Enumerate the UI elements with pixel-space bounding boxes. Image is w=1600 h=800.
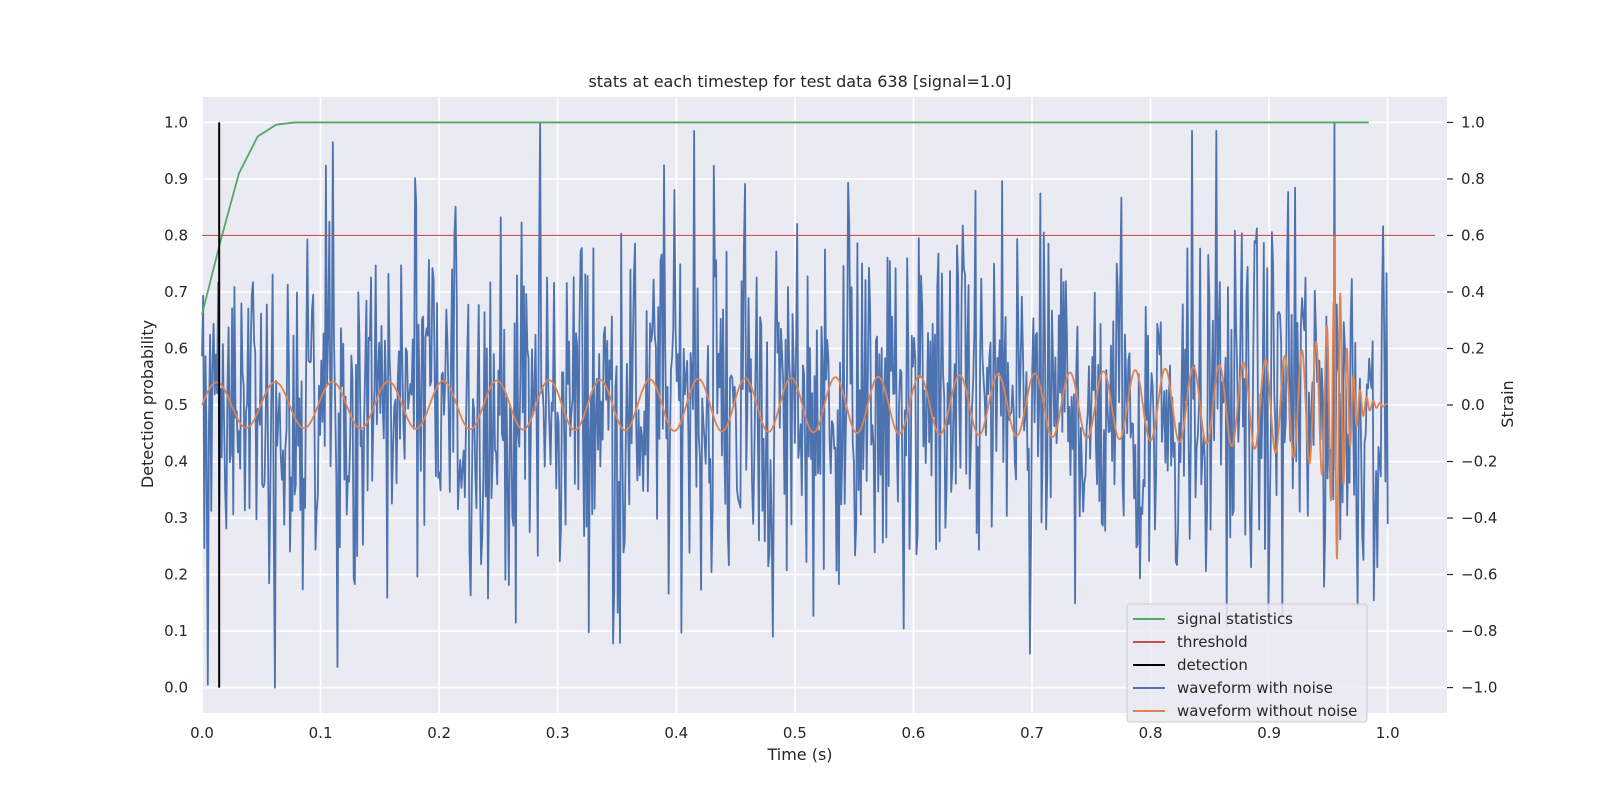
y-tick-label: 0.9 bbox=[164, 170, 188, 188]
y-tick-label: 0.2 bbox=[164, 566, 188, 584]
x-tick-label: 0.7 bbox=[1020, 724, 1044, 742]
y-tick-label: 1.0 bbox=[164, 113, 188, 131]
legend-label: threshold bbox=[1177, 633, 1248, 651]
chart-title: stats at each timestep for test data 638… bbox=[588, 72, 1011, 91]
x-tick-label: 0.8 bbox=[1139, 724, 1163, 742]
y-right-tick-label: 0.2 bbox=[1461, 339, 1485, 357]
y-right-tick-label: −0.8 bbox=[1461, 622, 1497, 640]
x-tick-label: 0.3 bbox=[546, 724, 570, 742]
series-waveform-without-noise bbox=[201, 234, 1389, 560]
legend-box bbox=[1126, 603, 1368, 723]
y-right-tick-label: −0.6 bbox=[1461, 566, 1497, 584]
y-right-tick-label: 0.0 bbox=[1461, 396, 1485, 414]
y-tick-label: 0.5 bbox=[164, 396, 188, 414]
legend-label: waveform with noise bbox=[1177, 679, 1333, 697]
y-right-tick-label: 0.4 bbox=[1461, 283, 1485, 301]
x-tick-label: 0.0 bbox=[190, 724, 214, 742]
y-tick-label: 0.3 bbox=[164, 509, 188, 527]
x-tick-label: 0.1 bbox=[309, 724, 333, 742]
y-tick-label: 0.6 bbox=[164, 339, 188, 357]
series-waveform-with-noise bbox=[201, 121, 1389, 689]
y-right-axis-label: Strain bbox=[1498, 380, 1517, 427]
y-right-tick-label: −0.4 bbox=[1461, 509, 1497, 527]
y-tick-label: 0.8 bbox=[164, 226, 188, 244]
y-axis-label: Detection probability bbox=[138, 320, 157, 488]
series-signal-statistics bbox=[201, 121, 1369, 315]
x-tick-label: 0.4 bbox=[664, 724, 688, 742]
legend-label: detection bbox=[1177, 656, 1248, 674]
x-tick-label: 1.0 bbox=[1376, 724, 1400, 742]
y-tick-label: 0.7 bbox=[164, 283, 188, 301]
y-right-tick-label: −0.2 bbox=[1461, 453, 1497, 471]
y-right-tick-label: 0.8 bbox=[1461, 170, 1485, 188]
legend-label: signal statistics bbox=[1177, 610, 1293, 628]
x-tick-label: 0.9 bbox=[1257, 724, 1281, 742]
legend-label: waveform without noise bbox=[1177, 702, 1357, 720]
y-tick-label: 0.4 bbox=[164, 453, 188, 471]
y-tick-label: 0.1 bbox=[164, 622, 188, 640]
x-tick-label: 0.6 bbox=[901, 724, 925, 742]
y-right-tick-label: 0.6 bbox=[1461, 226, 1485, 244]
y-right-tick-label: 1.0 bbox=[1461, 113, 1485, 131]
x-tick-label: 0.2 bbox=[427, 724, 451, 742]
y-tick-label: 0.0 bbox=[164, 679, 188, 697]
y-right-tick-label: −1.0 bbox=[1461, 679, 1497, 697]
x-axis-label: Time (s) bbox=[766, 745, 832, 764]
x-tick-label: 0.5 bbox=[783, 724, 807, 742]
